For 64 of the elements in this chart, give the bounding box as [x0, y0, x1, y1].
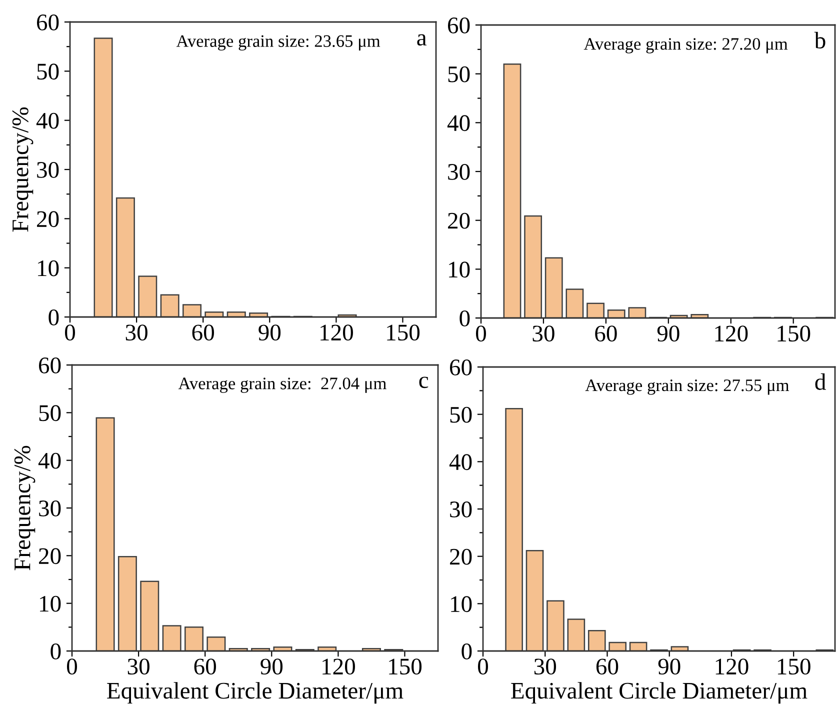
y-tick-label: 30 [450, 501, 472, 518]
x-tick-label: 60 [192, 324, 214, 341]
y-tick-label: 10 [449, 262, 470, 278]
annotation: Average grain size: 27.20 μm [584, 38, 788, 54]
x-tick-label: 90 [657, 326, 680, 342]
y-tick-label: 20 [448, 212, 470, 229]
x-tick-label: 60 [596, 658, 618, 675]
y-tick-label: 0 [462, 643, 472, 660]
annotation: d [815, 373, 826, 390]
y-tick-label: 60 [450, 359, 472, 376]
y-tick-label: 40 [38, 452, 61, 469]
x-tick-label: 120 [716, 658, 748, 675]
y-tick-label: 40 [447, 115, 470, 132]
y-tick-label: 50 [450, 406, 472, 423]
annotation: Average grain size: 23.65 μm [176, 35, 380, 51]
y-tick-label: 50 [37, 64, 59, 80]
x-tick-label: 150 [389, 658, 422, 675]
y-tick-label: 40 [36, 112, 59, 129]
annotation: Average grain size: 27.55 μm [585, 380, 790, 395]
annotation: a [417, 34, 427, 46]
y-tick-label: 60 [448, 17, 470, 34]
y-tick-label: 0 [460, 310, 470, 326]
x-tick-label: 150 [387, 324, 420, 341]
y-tick-label: 20 [37, 211, 59, 228]
y-tick-label: 50 [39, 405, 61, 422]
y-tick-label: 20 [450, 548, 472, 565]
x-tick-label: 0 [66, 658, 78, 675]
y-tick-label: 30 [37, 162, 59, 178]
y-axis-title: Frequency/% [12, 107, 34, 232]
x-tick-label: 60 [194, 658, 216, 675]
y-tick-label: 0 [50, 643, 61, 660]
x-tick-label: 30 [126, 324, 148, 341]
y-tick-label: 30 [39, 500, 61, 516]
x-tick-label: 0 [64, 324, 76, 341]
x-tick-label: 120 [322, 658, 355, 675]
x-tick-label: 0 [476, 326, 486, 342]
annotation: c [419, 376, 428, 388]
x-tick-label: 90 [258, 324, 281, 341]
y-tick-label: 40 [449, 454, 472, 470]
x-tick-label: 30 [532, 326, 554, 342]
x-tick-label: 120 [320, 324, 353, 341]
y-tick-label: 10 [40, 596, 61, 612]
x-tick-label: 150 [778, 326, 810, 342]
x-tick-label: 30 [534, 658, 556, 675]
x-tick-label: 30 [128, 658, 150, 675]
y-tick-label: 20 [39, 548, 61, 564]
x-axis-title: Equivalent Circle Diameter/μm [511, 682, 808, 704]
y-tick-label: 10 [38, 260, 59, 276]
annotation: b [814, 32, 826, 48]
x-tick-label: 120 [715, 326, 748, 342]
y-tick-label: 0 [48, 309, 59, 326]
y-tick-label: 60 [36, 14, 59, 30]
x-tick-label: 0 [478, 658, 488, 675]
x-tick-label: 90 [658, 658, 680, 675]
x-tick-label: 90 [260, 658, 283, 675]
y-tick-label: 30 [448, 164, 470, 180]
x-tick-label: 150 [778, 658, 810, 675]
x-tick-label: 60 [595, 326, 617, 342]
y-tick-label: 50 [448, 66, 470, 82]
y-axis-title: Frequency/% [14, 446, 36, 570]
y-tick-label: 10 [451, 596, 472, 612]
x-axis-title: Equivalent Circle Diameter/μm [107, 682, 404, 704]
annotation: Average grain size: 27.04 μm [178, 378, 386, 393]
y-tick-label: 60 [38, 357, 61, 374]
